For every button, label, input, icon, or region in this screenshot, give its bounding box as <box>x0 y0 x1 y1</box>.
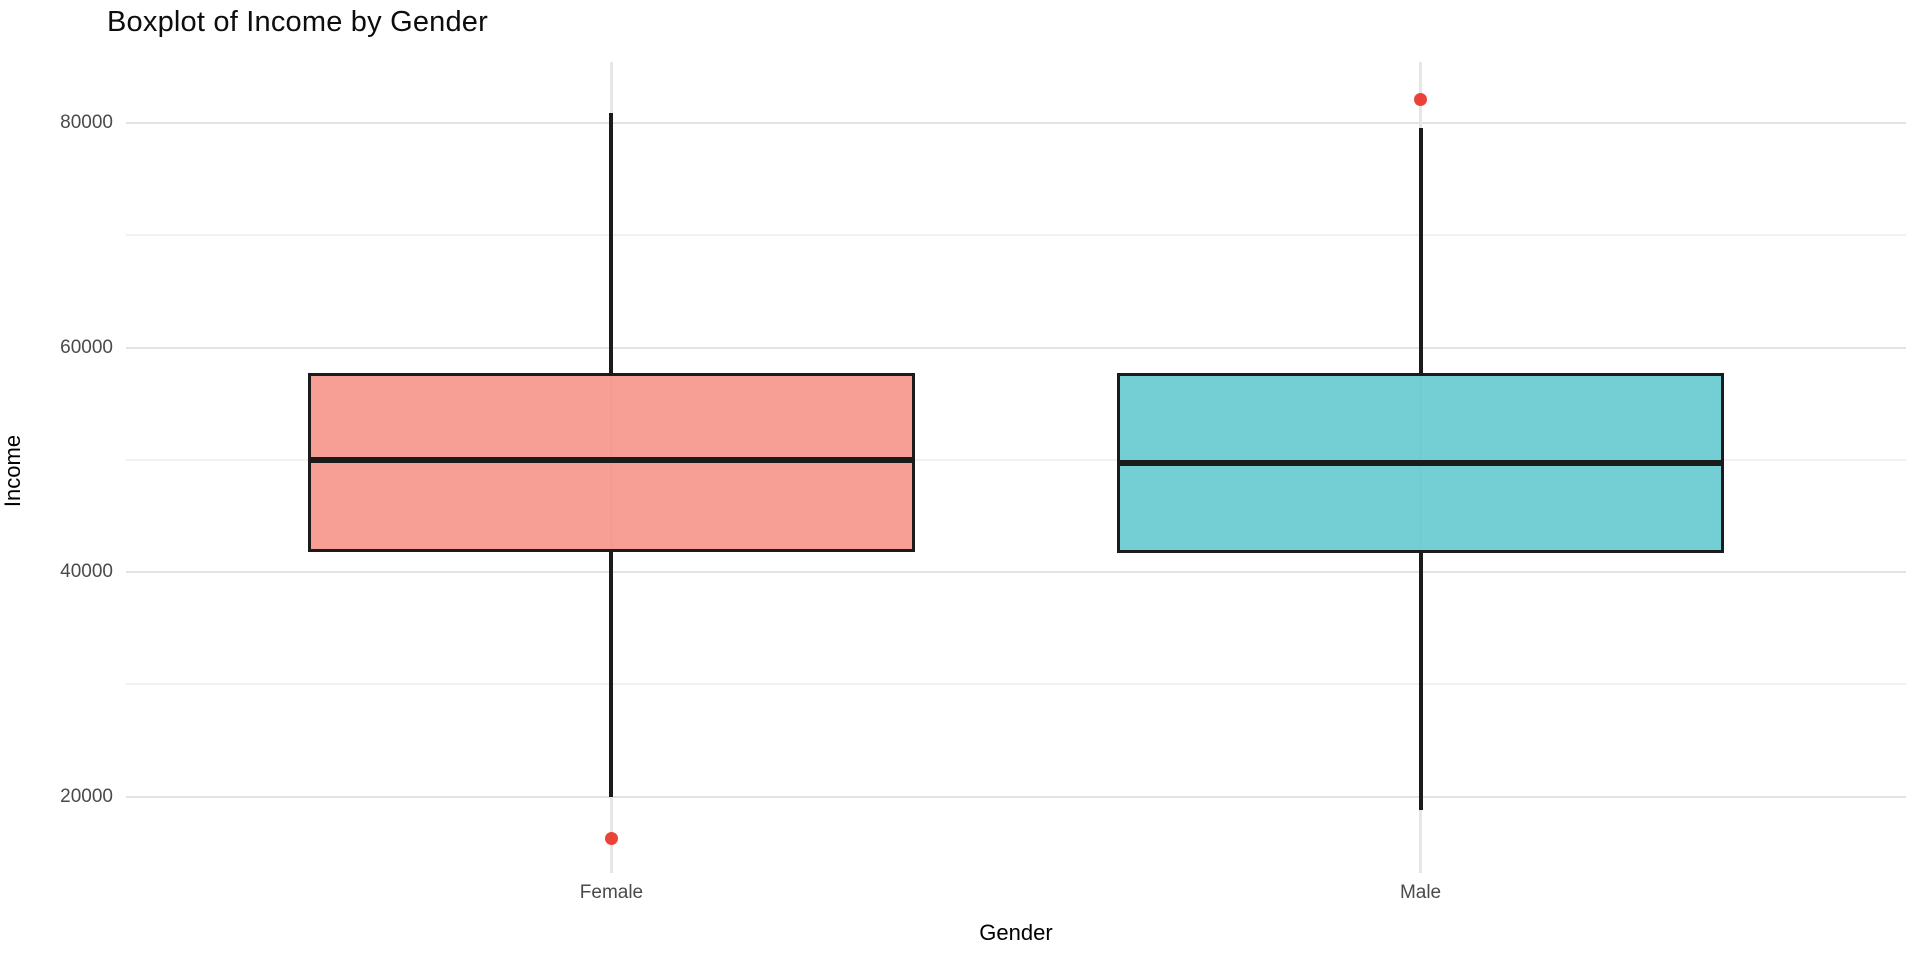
gridline-major <box>126 795 1906 798</box>
gridline-major <box>126 571 1906 574</box>
lower-whisker-female <box>609 551 614 797</box>
gridline-minor <box>126 683 1906 686</box>
chart-title: Boxplot of Income by Gender <box>107 6 488 38</box>
gridline-major <box>126 346 1906 349</box>
y-axis-title: Income <box>0 434 25 508</box>
lower-whisker-male <box>1418 553 1423 811</box>
median-line-male <box>1120 460 1721 467</box>
y-tick-label: 40000 <box>60 561 113 583</box>
x-tick-label: Male <box>1399 882 1442 903</box>
gridline-major <box>126 122 1906 125</box>
y-tick-label: 80000 <box>60 112 113 134</box>
outlier-point-male <box>1414 93 1428 107</box>
x-tick-label: Female <box>579 882 644 903</box>
x-axis-title: Gender <box>979 920 1053 945</box>
outlier-point-female <box>604 831 618 845</box>
gridline-minor <box>126 234 1906 237</box>
median-line-female <box>311 456 912 463</box>
y-tick-label: 60000 <box>60 336 113 358</box>
y-tick-label: 20000 <box>60 785 113 807</box>
upper-whisker-female <box>609 113 614 374</box>
upper-whisker-male <box>1418 127 1423 374</box>
gridline-minor <box>126 458 1906 461</box>
